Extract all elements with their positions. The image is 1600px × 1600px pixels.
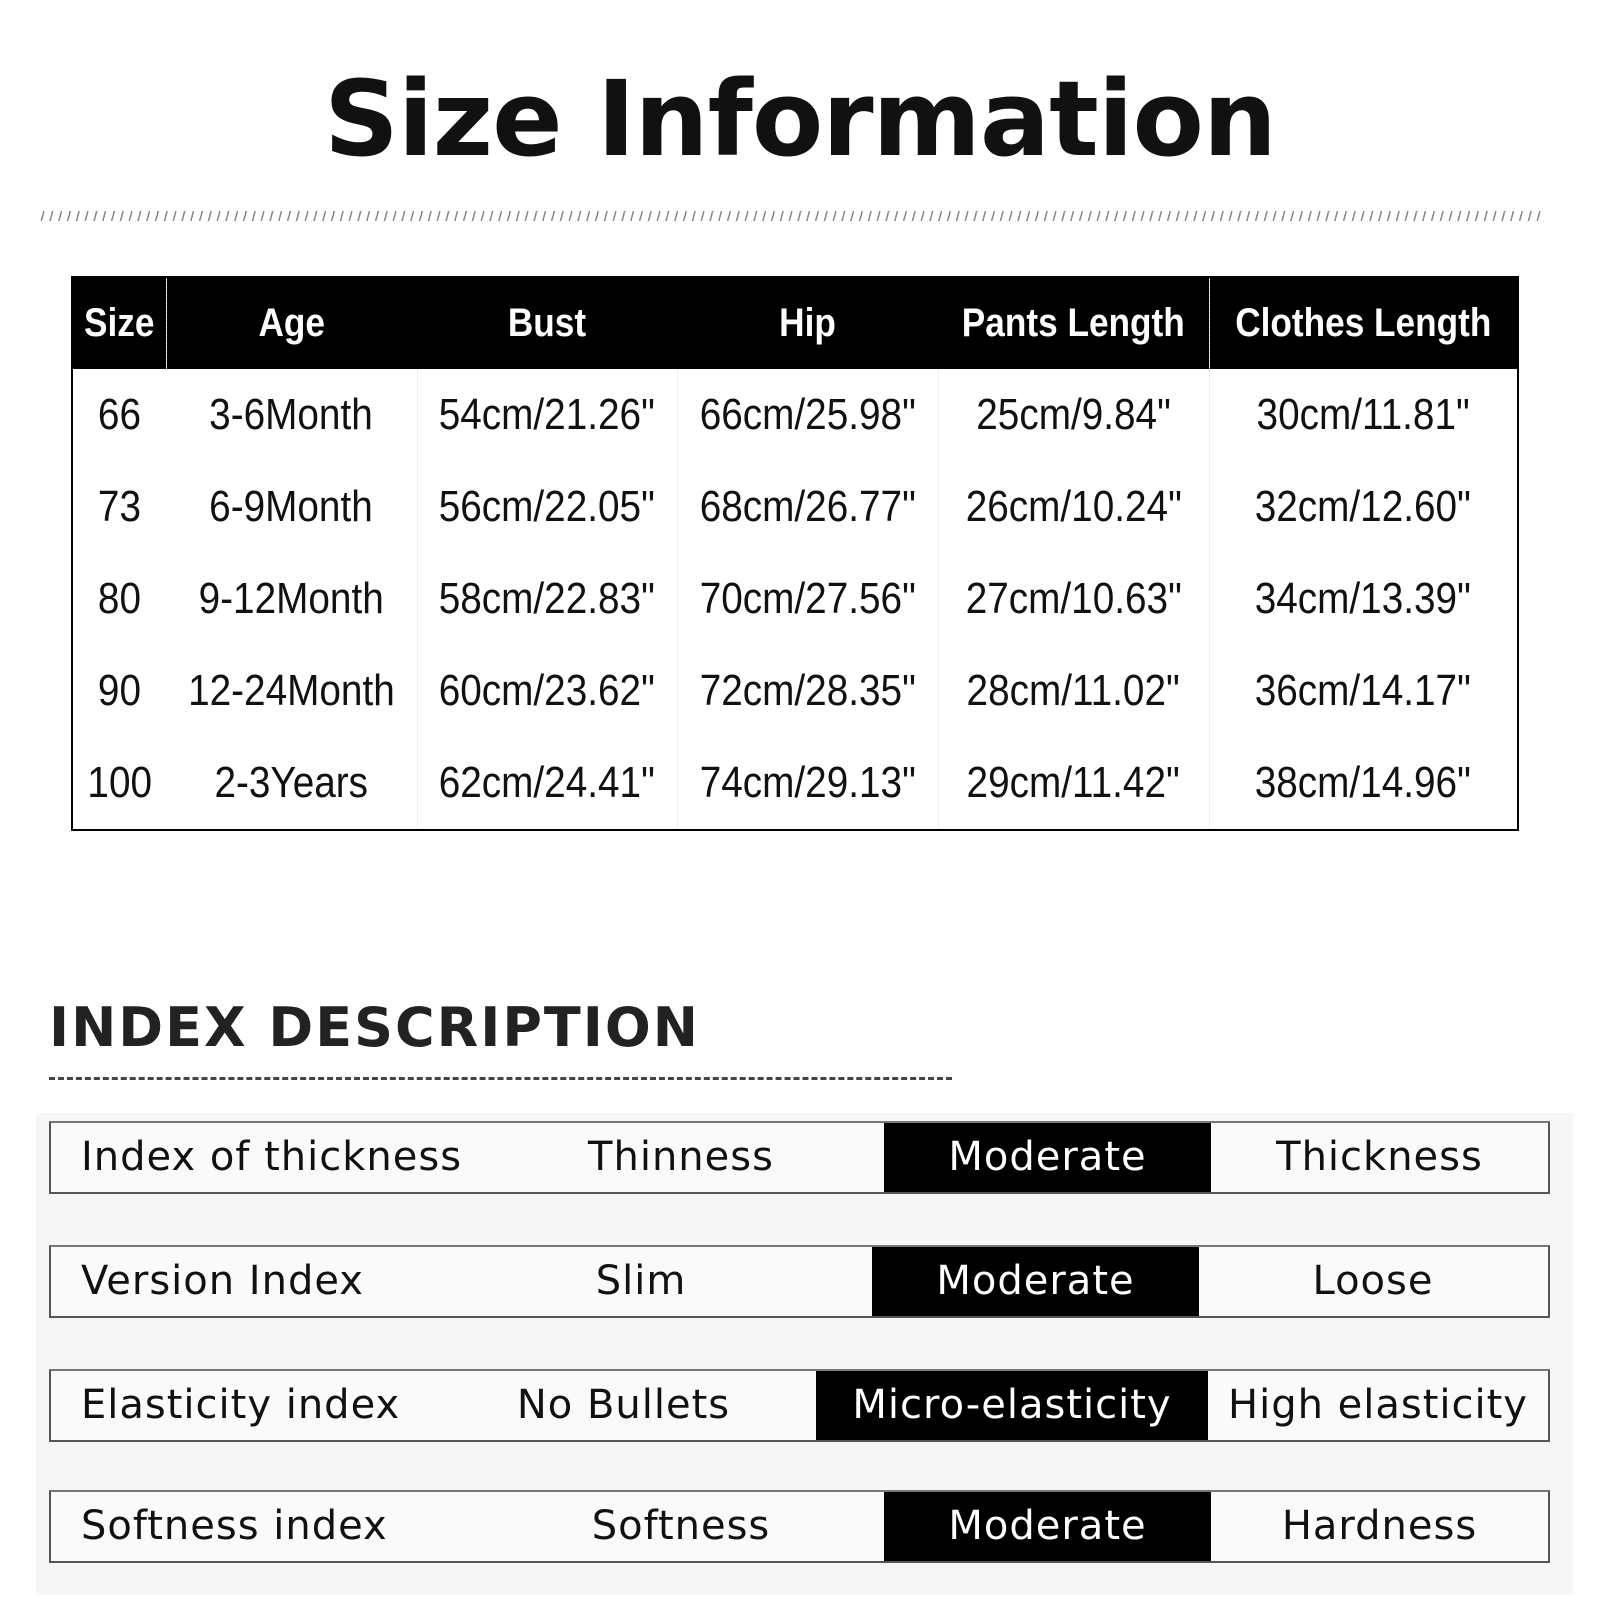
header-size: Size	[77, 277, 161, 369]
cell-pants-length: 28cm/11.02"	[937, 645, 1209, 737]
cell-pants-length: 29cm/11.42"	[937, 737, 1209, 830]
dashed-divider	[49, 1077, 952, 1080]
cell-age: 12-24Month	[166, 645, 417, 737]
index-option: Softness	[591, 1503, 771, 1549]
page-title: Size Information	[324, 58, 1277, 180]
cell-text: 29cm/11.42"	[966, 758, 1181, 807]
index-option: Slim	[595, 1258, 687, 1304]
cell-text: 66	[97, 390, 142, 439]
cell-text: 80	[97, 574, 142, 623]
cell-hip: 72cm/28.35"	[676, 645, 938, 737]
cell-text: 54cm/21.26"	[438, 390, 656, 439]
index-option: Loose	[1312, 1258, 1434, 1304]
index-label: Softness index	[81, 1503, 388, 1549]
cell-text: 100	[87, 758, 152, 807]
cell-age: 9-12Month	[166, 553, 417, 645]
index-option-selected: Moderate	[884, 1123, 1211, 1192]
cell-pants-length: 25cm/9.84"	[937, 369, 1209, 461]
cell-clothes-length: 34cm/13.39"	[1208, 553, 1518, 645]
cell-text: 72cm/28.35"	[699, 666, 916, 715]
cell-bust: 56cm/22.05"	[416, 461, 677, 553]
cell-age: 3-6Month	[166, 369, 417, 461]
cell-text: 66cm/25.98"	[699, 390, 916, 439]
index-option-selected: Moderate	[884, 1492, 1211, 1561]
cell-clothes-length: 30cm/11.81"	[1208, 369, 1518, 461]
table-row: 66 3-6Month 54cm/21.26" 66cm/25.98" 25cm/9.8…	[72, 369, 1518, 461]
cell-size: 66	[72, 369, 166, 461]
table-row: 90 12-24Month 60cm/23.62" 72cm/28.35" 28cm/1…	[72, 645, 1518, 737]
index-option: Thickness	[1276, 1134, 1483, 1180]
cell-hip: 68cm/26.77"	[676, 461, 938, 553]
cell-text: 34cm/13.39"	[1255, 574, 1472, 623]
header-bust: Bust	[432, 277, 662, 369]
index-heading: INDEX DESCRIPTION	[49, 996, 700, 1059]
header-hip: Hip	[692, 277, 923, 369]
cell-size: 100	[72, 737, 166, 830]
cell-text: 27cm/10.63"	[965, 574, 1182, 623]
cell-text: 38cm/14.96"	[1255, 758, 1472, 807]
cell-text: 74cm/29.13"	[699, 758, 916, 807]
index-option: Thinness	[588, 1134, 774, 1180]
table-row: 100 2-3Years 62cm/24.41" 74cm/29.13" 29cm/11…	[72, 737, 1518, 830]
cell-text: 2-3Years	[214, 758, 369, 807]
cell-bust: 62cm/24.41"	[416, 737, 677, 830]
index-label: Version Index	[81, 1258, 364, 1304]
header-age: Age	[181, 277, 402, 369]
cell-text: 25cm/9.84"	[976, 390, 1171, 439]
cell-text: 70cm/27.56"	[699, 574, 916, 623]
cell-text: 73	[97, 482, 142, 531]
cell-text: 26cm/10.24"	[965, 482, 1182, 531]
index-row: Index of thickness Thinness Moderate Thickn…	[49, 1121, 1550, 1194]
cell-bust: 54cm/21.26"	[416, 369, 677, 461]
index-row: Version Index Slim Moderate Loose	[49, 1245, 1550, 1318]
index-option-selected: Micro-elasticity	[816, 1371, 1208, 1440]
cell-clothes-length: 32cm/12.60"	[1208, 461, 1518, 553]
cell-size: 73	[72, 461, 166, 553]
cell-text: 60cm/23.62"	[438, 666, 656, 715]
cell-text: 32cm/12.60"	[1255, 482, 1472, 531]
cell-age: 6-9Month	[166, 461, 417, 553]
cell-size: 80	[72, 553, 166, 645]
table-row: 73 6-9Month 56cm/22.05" 68cm/26.77" 26cm/10.…	[72, 461, 1518, 553]
cell-hip: 70cm/27.56"	[676, 553, 938, 645]
cell-hip: 74cm/29.13"	[676, 737, 938, 830]
cell-clothes-length: 36cm/14.17"	[1208, 645, 1518, 737]
cell-text: 62cm/24.41"	[438, 758, 656, 807]
cell-bust: 58cm/22.83"	[416, 553, 677, 645]
cell-pants-length: 27cm/10.63"	[937, 553, 1209, 645]
hatched-divider	[39, 211, 1544, 221]
cell-text: 12-24Month	[187, 666, 395, 715]
cell-bust: 60cm/23.62"	[416, 645, 677, 737]
index-option: High elasticity	[1228, 1382, 1528, 1428]
header-clothes-length: Clothes Length	[1227, 277, 1500, 369]
index-option-selected: Moderate	[872, 1247, 1199, 1316]
cell-text: 28cm/11.02"	[966, 666, 1181, 715]
index-option: No Bullets	[516, 1382, 731, 1428]
size-table: Size Age Bust Hip Pants Length Clothes L…	[71, 276, 1519, 831]
index-row: Softness index Softness Moderate Hardness	[49, 1490, 1550, 1563]
cell-clothes-length: 38cm/14.96"	[1208, 737, 1518, 830]
size-table-header: Size Age Bust Hip Pants Length Clothes L…	[72, 277, 1518, 369]
cell-text: 90	[97, 666, 142, 715]
cell-text: 3-6Month	[209, 390, 374, 439]
cell-text: 56cm/22.05"	[438, 482, 656, 531]
cell-text: 68cm/26.77"	[699, 482, 916, 531]
cell-text: 30cm/11.81"	[1256, 390, 1470, 439]
cell-text: 9-12Month	[198, 574, 384, 623]
cell-text: 58cm/22.83"	[438, 574, 656, 623]
table-row: 80 9-12Month 58cm/22.83" 70cm/27.56" 27cm/10…	[72, 553, 1518, 645]
cell-age: 2-3Years	[166, 737, 417, 830]
index-option: Hardness	[1281, 1503, 1478, 1549]
cell-pants-length: 26cm/10.24"	[937, 461, 1209, 553]
cell-size: 90	[72, 645, 166, 737]
cell-hip: 66cm/25.98"	[676, 369, 938, 461]
index-row: Elasticity index No Bullets Micro-elastici…	[49, 1369, 1550, 1442]
header-pants-length: Pants Length	[954, 277, 1194, 369]
cell-text: 36cm/14.17"	[1255, 666, 1472, 715]
cell-text: 6-9Month	[209, 482, 374, 531]
index-label: Index of thickness	[81, 1134, 463, 1180]
index-label: Elasticity index	[81, 1382, 401, 1428]
